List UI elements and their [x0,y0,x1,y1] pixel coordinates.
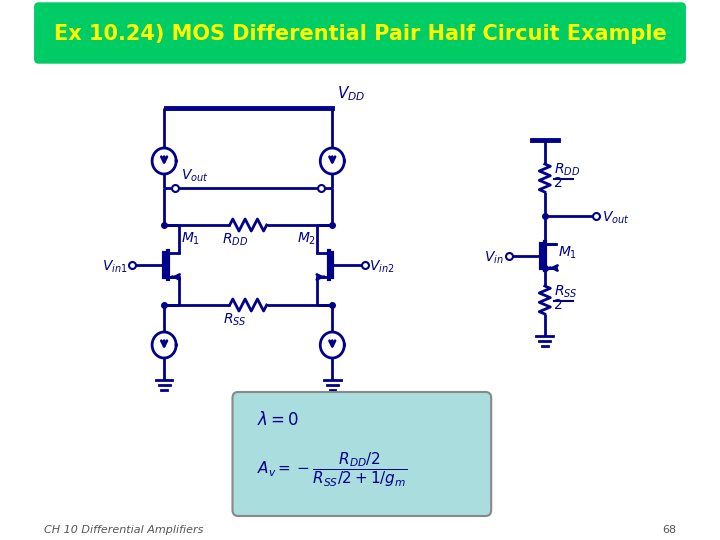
Text: $V_{in1}$: $V_{in1}$ [102,259,127,275]
Text: $V_{DD}$: $V_{DD}$ [337,84,365,103]
Text: $A_v = -\dfrac{R_{DD}/2}{R_{SS}/2+1/g_m}$: $A_v = -\dfrac{R_{DD}/2}{R_{SS}/2+1/g_m}… [256,451,407,489]
Text: $V_{in2}$: $V_{in2}$ [369,259,395,275]
Text: $R_{DD}$: $R_{DD}$ [222,232,248,248]
Text: CH 10 Differential Amplifiers: CH 10 Differential Amplifiers [44,525,203,535]
Text: $R_{SS}$: $R_{SS}$ [554,284,577,300]
Text: $M_2$: $M_2$ [297,231,316,247]
Text: $V_{out}$: $V_{out}$ [602,210,630,226]
FancyBboxPatch shape [35,3,685,63]
Text: 2: 2 [554,176,563,190]
Text: $\lambda = 0$: $\lambda = 0$ [256,411,299,429]
Text: $R_{SS}$: $R_{SS}$ [223,312,247,328]
Text: $M_1$: $M_1$ [558,245,577,261]
Text: $M_1$: $M_1$ [181,231,200,247]
Text: Ex 10.24) MOS Differential Pair Half Circuit Example: Ex 10.24) MOS Differential Pair Half Cir… [53,24,667,44]
FancyBboxPatch shape [233,392,491,516]
Text: $R_{DD}$: $R_{DD}$ [554,162,580,178]
Text: $V_{in}$: $V_{in}$ [485,250,504,266]
Text: 2: 2 [554,298,563,312]
Text: 68: 68 [662,525,676,535]
Text: $V_{out}$: $V_{out}$ [181,167,209,184]
